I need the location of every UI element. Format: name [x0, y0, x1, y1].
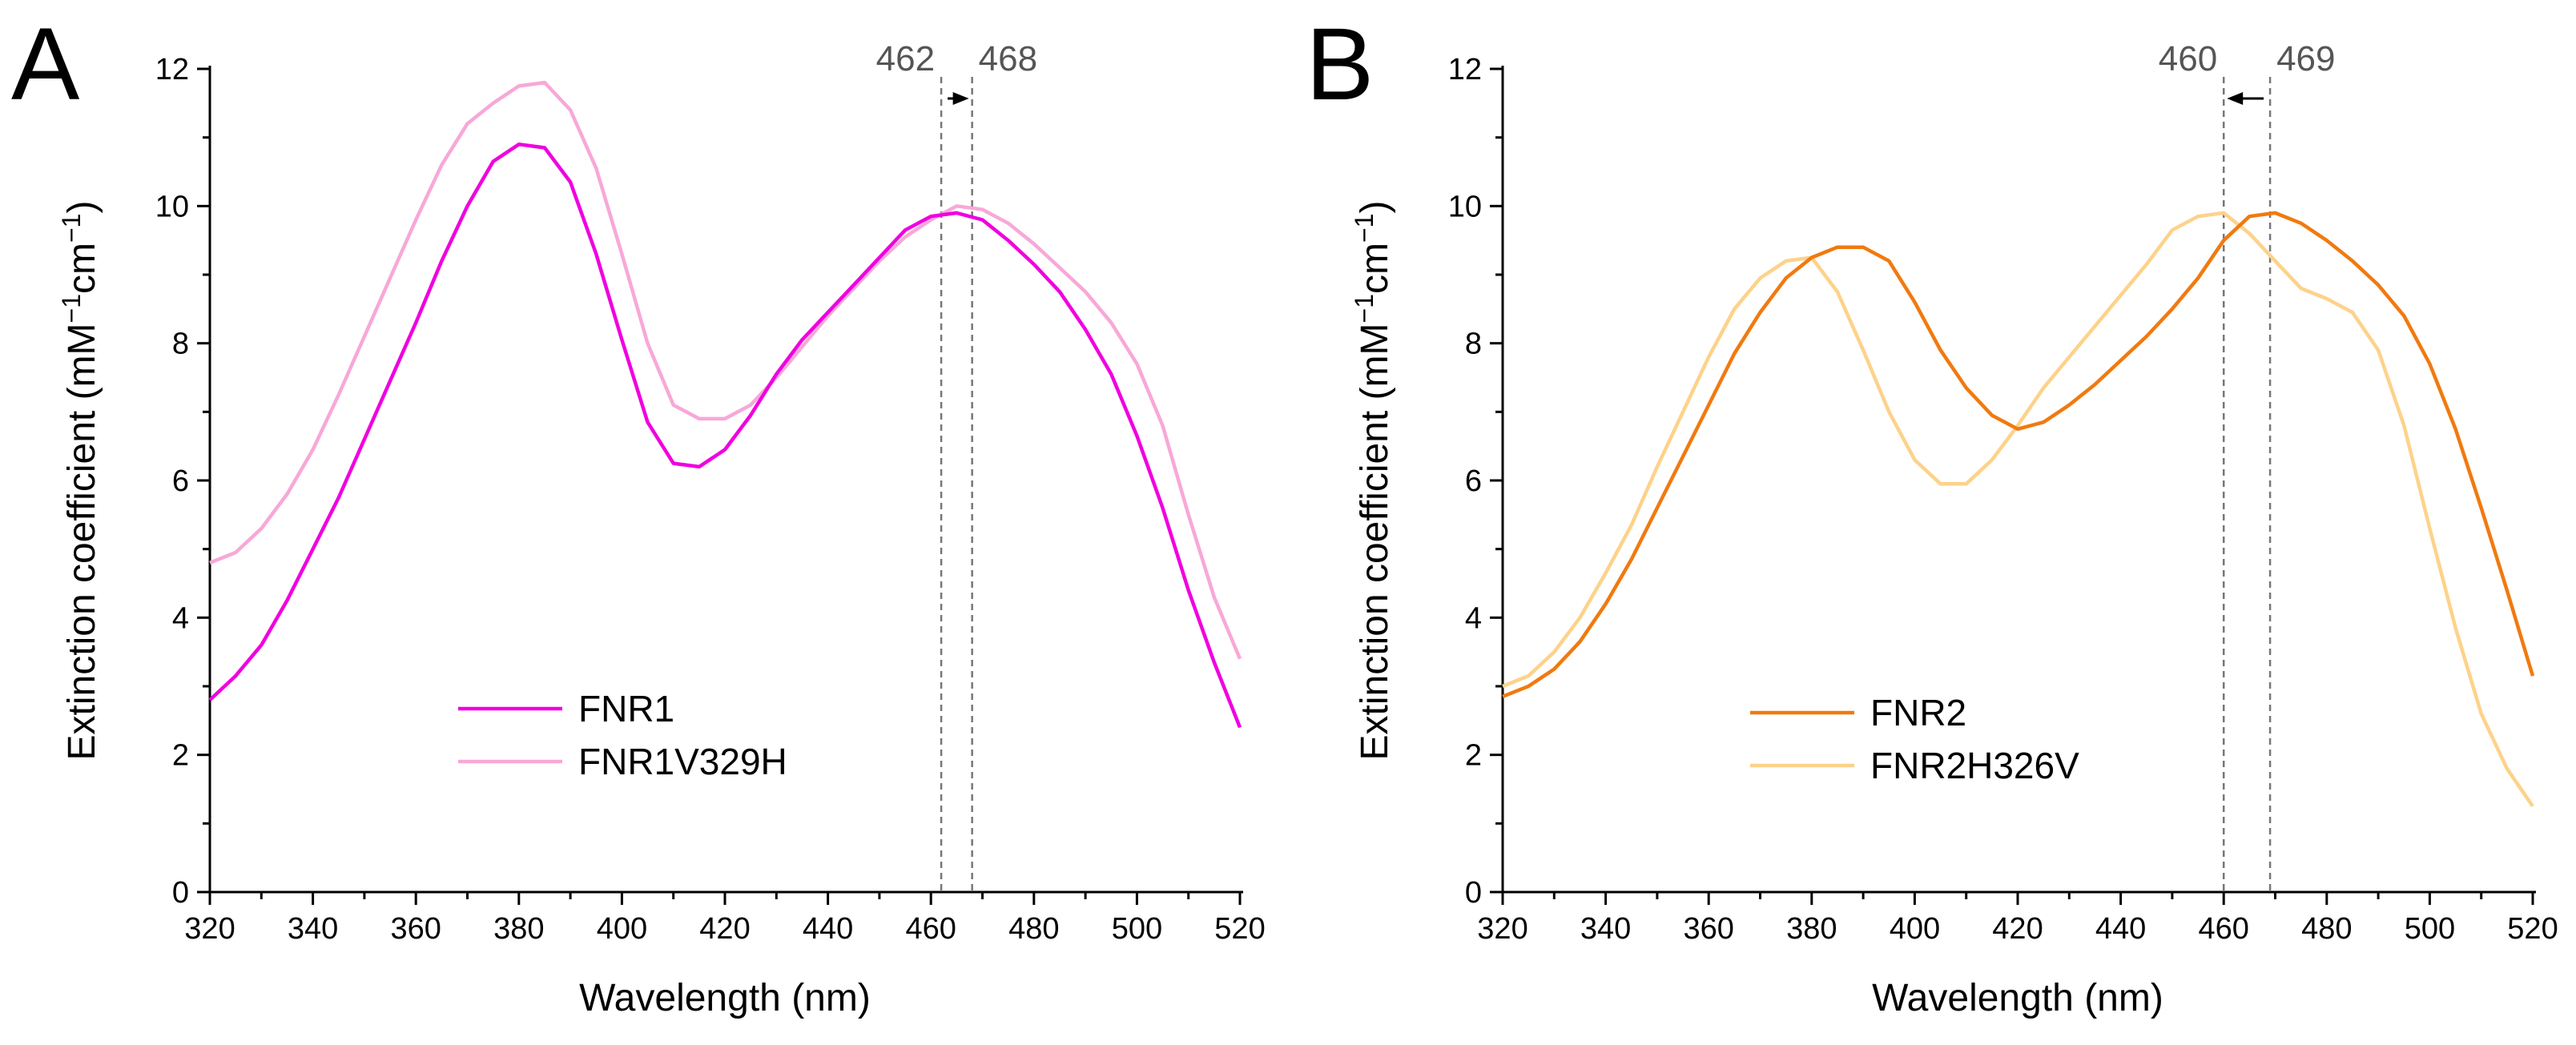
x-tick-label: 480: [1008, 912, 1059, 946]
legend-label: FNR1V329H: [578, 741, 787, 782]
y-tick-label: 0: [1465, 876, 1482, 910]
y-tick-label: 4: [1465, 601, 1482, 635]
x-tick-label: 340: [288, 912, 338, 946]
y-axis-title-superscript: −1: [1350, 294, 1379, 323]
x-tick-label: 400: [597, 912, 647, 946]
panel-letter-b: B: [1306, 7, 1374, 122]
x-tick-label: 500: [1112, 912, 1162, 946]
x-tick-label: 380: [493, 912, 544, 946]
y-tick-label: 2: [172, 739, 189, 773]
panel-b: B 320 340 360 380 400 420 440 460 480 500 520 0 2 4 6 8…: [1306, 7, 2558, 1019]
y-axis-title-superscript: −1: [1350, 214, 1379, 243]
y-axis-title-part: ): [1354, 201, 1396, 214]
panel-letter-a: A: [11, 7, 80, 122]
x-tick-label: 460: [905, 912, 956, 946]
y-axis-title-superscript: −1: [57, 294, 86, 323]
y-tick-label: 8: [172, 328, 189, 361]
series-line-fnr1v329h: [209, 80, 1242, 660]
peak-label: 462: [876, 39, 935, 78]
y-tick-label: 0: [172, 876, 189, 910]
y-axis-title: Extinction coefficient (mM−1cm−1): [57, 201, 103, 761]
series-line-fnr2h326v: [1502, 211, 2534, 808]
y-tick-label: 6: [1465, 464, 1482, 498]
x-tick-label: 340: [1580, 912, 1631, 946]
series-line-fnr2: [1502, 211, 2535, 698]
legend-label: FNR1: [578, 688, 674, 729]
legend-label: FNR2: [1870, 692, 1966, 734]
x-tick-label: 500: [2405, 912, 2455, 946]
x-axis-title: Wavelength (nm): [579, 977, 871, 1019]
shift-arrow-head: [2227, 92, 2244, 105]
x-tick-label: 320: [184, 912, 235, 946]
legend-label: FNR2H326V: [1870, 745, 2079, 786]
y-axis-title-part: Extinction coefficient (mM: [1354, 323, 1396, 760]
y-tick-label: 2: [1465, 739, 1482, 773]
x-tick-label: 480: [2301, 912, 2352, 946]
y-axis-title-part: cm: [1354, 243, 1396, 294]
y-axis-title-part: ): [61, 201, 103, 214]
x-tick-label: 400: [1890, 912, 1940, 946]
y-tick-label: 10: [155, 190, 189, 223]
x-tick-label: 380: [1786, 912, 1837, 946]
series-line-fnr1: [208, 142, 1242, 729]
y-tick-label: 4: [172, 601, 189, 635]
y-tick-label: 6: [172, 464, 189, 498]
peak-label: 460: [2159, 39, 2217, 78]
x-tick-label: 420: [1992, 912, 2043, 946]
y-tick-label: 12: [1448, 53, 1482, 86]
panel-a: A 320 340 360 380 400 420 440 460 480 500 52002468…: [11, 7, 1266, 1019]
x-tick-label: 360: [1683, 912, 1733, 946]
y-axis-title-superscript: −1: [57, 214, 86, 243]
x-tick-label: 520: [2507, 912, 2558, 946]
y-tick-label: 8: [1465, 328, 1482, 361]
x-tick-label: 320: [1477, 912, 1527, 946]
x-tick-label: 440: [803, 912, 853, 946]
y-axis-title-part: cm: [61, 243, 103, 294]
y-axis-title: Extinction coefficient (mM−1cm−1): [1350, 201, 1396, 761]
peak-label: 469: [2276, 39, 2335, 78]
x-tick-label: 420: [699, 912, 750, 946]
x-axis-title: Wavelength (nm): [1872, 977, 2163, 1019]
y-tick-label: 10: [1448, 190, 1482, 223]
x-tick-label: 520: [1214, 912, 1265, 946]
x-tick-label: 360: [390, 912, 441, 946]
y-tick-label: 12: [155, 53, 189, 86]
x-tick-label: 460: [2198, 912, 2248, 946]
peak-label: 468: [979, 39, 1037, 78]
y-axis-title-part: Extinction coefficient (mM: [61, 323, 103, 760]
x-tick-label: 440: [2095, 912, 2146, 946]
shift-arrow-head: [952, 92, 969, 105]
